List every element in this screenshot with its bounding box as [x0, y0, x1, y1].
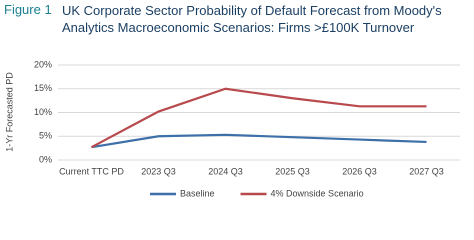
y-tick-label: 5%: [39, 131, 52, 141]
figure-label: Figure 1: [4, 2, 52, 17]
x-tick-label: Current TTC PD: [59, 166, 124, 176]
series-line: [90, 87, 427, 149]
x-tick-label: 2024 Q3: [208, 166, 243, 176]
x-tick-label: 2026 Q3: [342, 166, 377, 176]
y-tick-label: 20%: [34, 59, 52, 69]
series-line: [91, 133, 427, 149]
x-tick-label: 2023 Q3: [141, 166, 176, 176]
legend-label: 4% Downside Scenario: [271, 188, 364, 198]
y-tick-label: 15%: [34, 83, 52, 93]
legend-label: Baseline: [180, 188, 215, 198]
y-axis-label: 1-Yr Forecasted PD: [4, 72, 14, 152]
y-tick-label: 0%: [39, 154, 52, 164]
chart: 1-Yr Forecasted PD 0% 5% 10% 15% 20% Current …: [4, 59, 460, 198]
x-tick-label: 2025 Q3: [275, 166, 310, 176]
page: Figure 1 UK Corporate Sector Probability…: [4, 2, 460, 198]
x-tick-label: 2027 Q3: [409, 166, 444, 176]
y-tick-label: 10%: [34, 107, 52, 117]
chart-title: UK Corporate Sector Probability of Defau…: [62, 3, 442, 35]
